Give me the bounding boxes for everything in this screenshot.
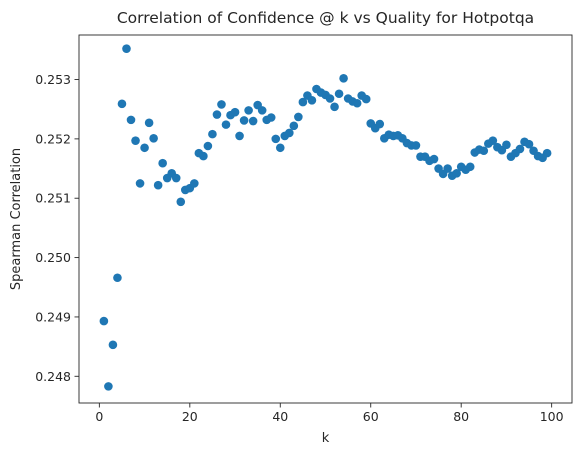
data-point xyxy=(235,131,244,141)
y-tick-label: 0.251 xyxy=(35,191,71,206)
data-point xyxy=(429,154,439,164)
x-tick-label: 0 xyxy=(95,409,103,424)
data-point xyxy=(289,121,299,131)
y-tick-label: 0.250 xyxy=(35,250,71,265)
data-point xyxy=(135,179,145,188)
data-point xyxy=(294,112,303,122)
data-points xyxy=(99,44,552,391)
y-tick-label: 0.249 xyxy=(35,309,71,324)
data-point xyxy=(488,136,498,145)
data-point xyxy=(257,106,267,115)
data-point xyxy=(352,98,362,108)
chart-title: Correlation of Confidence @ k vs Quality… xyxy=(117,9,534,27)
data-point xyxy=(515,144,525,154)
data-point xyxy=(479,146,489,156)
data-point xyxy=(126,115,136,125)
data-point xyxy=(361,94,371,104)
data-point xyxy=(217,100,226,109)
x-tick-label: 40 xyxy=(272,409,288,424)
data-point xyxy=(298,97,308,107)
y-axis-label: Spearman Correlation xyxy=(9,148,24,290)
data-point xyxy=(375,119,385,129)
data-point xyxy=(524,139,534,149)
data-point xyxy=(212,110,222,119)
data-point xyxy=(104,382,113,391)
data-point xyxy=(411,141,421,150)
data-point xyxy=(176,197,186,207)
data-point xyxy=(99,316,109,326)
data-point xyxy=(190,179,199,188)
data-point xyxy=(334,89,344,99)
data-point xyxy=(199,151,208,161)
data-point xyxy=(221,120,231,129)
plot-frame xyxy=(78,34,573,404)
x-tick-label: 60 xyxy=(363,409,379,424)
data-point xyxy=(153,180,163,190)
data-point xyxy=(244,106,253,115)
data-point xyxy=(325,94,335,103)
y-tick-label: 0.253 xyxy=(35,72,71,87)
data-point xyxy=(443,164,452,173)
data-point xyxy=(158,158,167,168)
data-point xyxy=(171,173,181,183)
x-tick-label: 20 xyxy=(182,409,198,424)
data-point xyxy=(542,148,552,158)
data-point xyxy=(122,44,131,53)
y-tick-label: 0.248 xyxy=(35,369,71,384)
data-point xyxy=(149,133,158,143)
data-point xyxy=(239,116,249,125)
data-point xyxy=(113,273,122,283)
x-axis-label: k xyxy=(322,431,330,446)
data-point xyxy=(248,116,258,126)
data-point xyxy=(203,141,213,151)
y-tick-label: 0.252 xyxy=(35,131,71,146)
data-point xyxy=(108,340,118,350)
x-axis: 0 20 40 60 80 100 xyxy=(95,403,564,424)
data-point xyxy=(285,128,294,138)
data-point xyxy=(339,74,348,83)
data-point xyxy=(502,140,511,150)
data-point xyxy=(140,143,149,153)
y-axis: 0.248 0.249 0.250 0.251 0.252 0.253 xyxy=(35,72,79,384)
x-tick-label: 100 xyxy=(540,409,564,424)
data-point xyxy=(307,95,317,105)
data-point xyxy=(208,129,217,139)
data-point xyxy=(330,102,339,112)
data-point xyxy=(271,134,281,144)
data-point xyxy=(230,107,240,117)
data-point xyxy=(117,99,127,109)
data-point xyxy=(144,118,154,128)
data-point xyxy=(465,162,475,172)
x-tick-label: 80 xyxy=(453,409,469,424)
data-point xyxy=(452,169,461,178)
data-point xyxy=(266,113,276,122)
data-point xyxy=(275,143,285,153)
data-point xyxy=(131,136,140,145)
